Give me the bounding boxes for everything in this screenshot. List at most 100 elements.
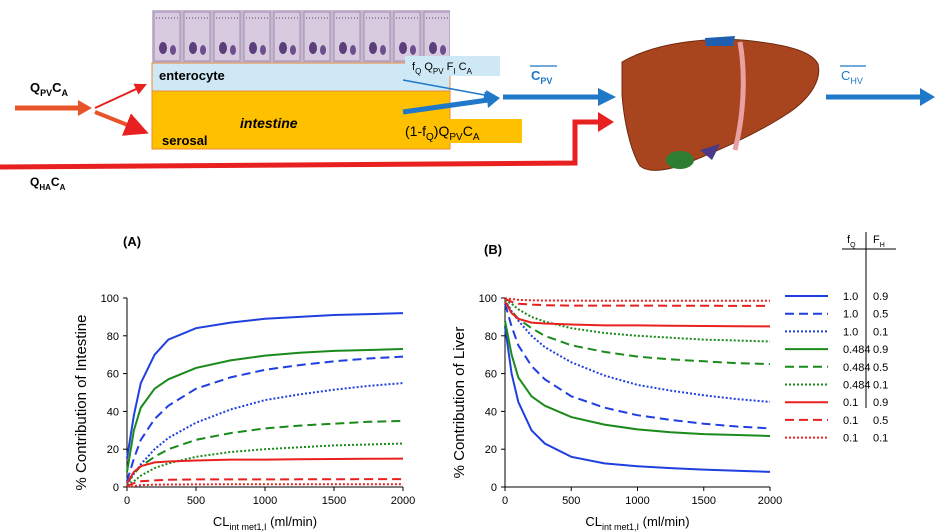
legend-f-q: 0.484 [843,344,871,356]
bypass-flow-label-part: C [463,123,473,139]
y-tick-label: 80 [107,331,119,343]
y-tick-label: 40 [485,406,497,418]
series-line [505,302,770,364]
bypass-flow-label-part: PV [449,132,463,143]
legend-header-part: H [880,242,885,249]
x-axis-label: CLint met1,I (ml/min) [213,514,317,532]
y-tick-label: 20 [107,444,119,456]
portal-label-part: PV [540,76,552,86]
bypass-flow-arrowhead [486,90,500,108]
y-axis-label: % Contribution of Intestine [73,315,90,491]
x-axis-label-part: int met1,I [230,522,267,532]
serosal-arrow [95,112,145,132]
x-axis-label-part: int met1,I [602,522,639,532]
legend-f-h: 0.9 [873,291,888,303]
y-tick-label: 0 [491,482,497,494]
hepatic-label-part: HV [850,76,863,86]
inflow-arrowhead [78,100,92,116]
epithelium-image [152,10,450,63]
enterocyte-arrow [95,85,145,108]
legend-f-q: 1.0 [843,291,858,303]
legend-f-h: 0.1 [873,433,888,445]
x-axis-label-part: (ml/min) [267,514,318,529]
bypass-flow-label-part: A [473,132,480,143]
diagram [0,10,935,170]
x-tick-label: 2000 [391,495,415,507]
arterial-label-part: A [60,183,66,192]
legend-f-h: 0.5 [873,362,888,374]
legend-f-q: 0.484 [843,380,871,392]
legend-f-q: 0.1 [843,415,858,427]
enterocyte-flow-label-part: PV [433,67,444,76]
y-tick-label: 0 [113,482,119,494]
series-line [127,421,403,483]
legend-f-q: 0.1 [843,397,858,409]
legend-f-h: 0.9 [873,344,888,356]
enterocyte-flow-label-part: A [467,67,473,76]
intestine-label: intestine [240,115,298,131]
legend-f-h: 0.1 [873,380,888,392]
enterocyte-flow-label-part: Q [421,61,433,73]
x-tick-label: 1000 [253,495,277,507]
legend-f-q: 0.484 [843,362,871,374]
legend-f-h: 0.1 [873,326,888,338]
y-tick-label: 100 [101,293,119,305]
y-tick-label: 60 [107,369,119,381]
figure: enterocyte intestine serosal (A) (B) QPV… [0,0,935,532]
x-tick-label: 500 [562,495,580,507]
bypass-flow-label-part: (1-f [405,123,426,139]
x-tick-label: 2000 [758,495,782,507]
x-tick-label: 0 [124,495,130,507]
series-line [505,300,770,402]
y-tick-label: 40 [107,406,119,418]
inflow-label-part: A [62,88,69,98]
x-tick-label: 500 [187,495,205,507]
arterial-label-part: C [51,175,60,189]
y-tick-label: 60 [485,369,497,381]
portal-label: CPV [531,68,552,86]
legend-f-q: 0.1 [843,433,858,445]
x-axis-label-part: CL [213,514,230,529]
arterial-label-part: Q [30,175,39,189]
series-line [127,349,403,472]
y-tick-label: 80 [485,331,497,343]
series-line [127,484,403,486]
bypass-flow-label-part: )Q [434,123,450,139]
x-tick-label: 0 [502,495,508,507]
legend-header-part: Q [850,242,856,249]
panel-label: (A) [123,234,141,249]
arterial-arrowhead [598,112,614,132]
series-line [505,298,770,300]
legend-f-q: 1.0 [843,326,858,338]
legend-header: fQ [847,234,856,249]
series-line [127,357,403,482]
x-tick-label: 1500 [322,495,346,507]
hepatic-arrowhead [920,88,935,106]
panel-label: (B) [484,242,502,257]
x-axis-label: CLint met1,I (ml/min) [585,514,689,532]
legend-f-h: 0.9 [873,397,888,409]
arterial-label-part: HA [39,183,51,192]
serosal-label: serosal [162,133,208,148]
enterocyte-flow-label-part: C [456,61,467,73]
inflow-label-part: PV [40,88,52,98]
legend-f-q: 1.0 [843,309,858,321]
y-tick-label: 20 [485,444,497,456]
inflow-label-part: Q [30,80,40,95]
arterial-label: QHACA [30,175,66,192]
hepatic-label: CHV [841,68,863,86]
liver [622,36,819,170]
y-tick-label: 100 [479,293,497,305]
inflow-label: QPVCA [30,80,69,98]
x-axis-label-part: (ml/min) [639,514,690,529]
x-axis-label-part: CL [585,514,602,529]
legend-f-h: 0.5 [873,309,888,321]
portal-arrowhead [598,88,616,106]
x-tick-label: 1000 [625,495,649,507]
legend-header: FH [873,234,885,249]
hepatic-label-part: C [841,68,850,83]
enterocyte-flow-label-part: F [444,61,454,73]
y-axis-label: % Contribution of Liver [451,327,468,479]
enterocyte-label: enterocyte [159,68,225,83]
series-line [127,383,403,485]
